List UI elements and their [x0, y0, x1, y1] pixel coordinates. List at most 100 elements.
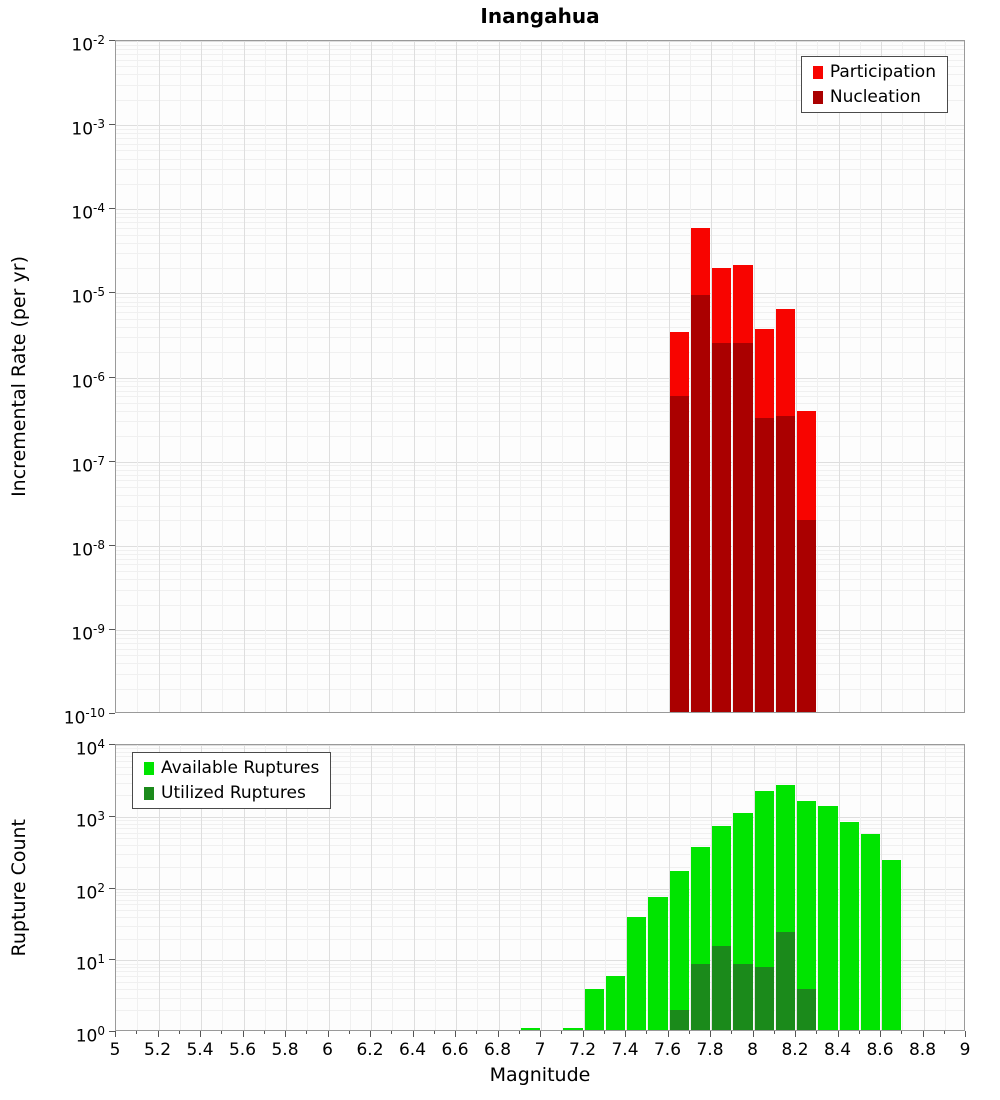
x-tick-label: 8.2 — [781, 1040, 809, 1060]
gridline — [689, 41, 691, 712]
x-tick-label: 6.6 — [441, 1040, 469, 1060]
x-tick-mark — [306, 1031, 308, 1034]
gridline — [116, 816, 964, 818]
y-tick-mark — [109, 887, 115, 889]
x-tick-mark — [476, 1031, 478, 1034]
x-tick-mark — [518, 1031, 520, 1034]
gridline — [477, 41, 479, 712]
rate-y-axis-label-text: Incremental Rate (per yr) — [8, 256, 30, 497]
x-tick-mark — [540, 1031, 541, 1037]
gridline — [116, 505, 964, 507]
incremental-rate-plot-area — [115, 40, 965, 713]
gridline — [286, 745, 287, 1030]
x-tick-mark — [582, 1031, 584, 1037]
gridline — [116, 866, 964, 868]
y-tick-mark — [109, 292, 115, 294]
gridline — [222, 745, 224, 1030]
gridline — [116, 385, 964, 387]
x-tick-mark — [710, 1031, 711, 1037]
gridline — [116, 988, 964, 990]
gridline — [328, 41, 330, 712]
gridline — [774, 41, 776, 712]
gridline — [243, 41, 245, 712]
gridline — [116, 337, 964, 339]
gridline — [116, 390, 964, 392]
gridline — [349, 41, 351, 712]
x-tick-mark — [200, 1031, 201, 1037]
gridline — [116, 465, 964, 467]
gridline — [626, 41, 627, 712]
gridline — [116, 926, 964, 928]
nucleation-bar — [797, 520, 817, 712]
gridline — [371, 745, 372, 1030]
x-tick-mark — [943, 1031, 945, 1034]
gridline — [944, 41, 946, 712]
gridline — [116, 579, 964, 581]
x-tick-label: 5 — [109, 1040, 121, 1060]
gridline — [116, 904, 964, 906]
gridline — [116, 976, 964, 978]
gridline — [116, 396, 964, 398]
gridline — [116, 326, 964, 328]
x-tick-mark — [752, 1031, 754, 1037]
x-tick-mark — [178, 1031, 180, 1034]
x-tick-label: 9 — [959, 1040, 971, 1060]
gridline — [668, 41, 670, 712]
x-tick-mark — [391, 1031, 393, 1034]
gridline — [116, 549, 964, 551]
x-tick-mark — [221, 1031, 223, 1034]
x-tick-mark — [688, 1031, 690, 1034]
y-tick-mark — [109, 1031, 115, 1032]
x-tick-label: 6 — [322, 1040, 333, 1060]
gridline — [116, 553, 964, 555]
gridline — [116, 421, 964, 423]
gridline — [116, 474, 964, 476]
gridline — [116, 832, 964, 834]
x-tick-mark — [412, 1031, 414, 1037]
gridline — [116, 143, 964, 145]
y-tick-label: 10-6 — [71, 369, 105, 393]
x-tick-mark — [561, 1031, 563, 1034]
x-tick-mark — [901, 1031, 903, 1034]
x-tick-mark — [795, 1031, 796, 1037]
x-tick-mark — [327, 1031, 329, 1037]
gridline — [116, 756, 964, 758]
x-tick-mark — [115, 1031, 116, 1037]
gridline — [116, 558, 964, 560]
gridline — [137, 41, 139, 712]
chart-title: Inangahua — [480, 4, 600, 28]
gridline — [838, 41, 840, 712]
gridline — [116, 981, 964, 983]
gridline — [116, 49, 964, 51]
y-tick-label: 102 — [75, 880, 105, 904]
gridline — [116, 268, 964, 270]
x-tick-mark — [497, 1031, 499, 1037]
gridline — [116, 377, 964, 379]
gridline — [477, 745, 479, 1030]
x-tick-mark — [773, 1031, 775, 1034]
x-tick-label: 7.8 — [696, 1040, 724, 1060]
y-tick-label: 10-2 — [71, 33, 105, 56]
x-tick-mark — [433, 1031, 435, 1034]
gridline — [116, 967, 964, 969]
gridline — [307, 745, 309, 1030]
utilized-ruptures-bar — [733, 963, 753, 1030]
gridline — [243, 745, 245, 1030]
available-ruptures-bar — [818, 806, 838, 1030]
gridline — [116, 820, 964, 822]
gridline — [116, 222, 964, 224]
gridline — [456, 41, 457, 712]
utilized-ruptures-bar — [797, 988, 817, 1030]
gridline — [859, 41, 861, 712]
gridline — [179, 41, 181, 712]
x-tick-mark — [858, 1031, 860, 1034]
count-legend: Available Ruptures Utilized Ruptures — [132, 752, 332, 809]
x-tick-label: 6.4 — [398, 1040, 427, 1060]
y-tick-mark — [109, 713, 115, 714]
x-tick-mark — [816, 1031, 818, 1034]
y-tick-label: 103 — [75, 808, 105, 832]
gridline — [116, 125, 964, 127]
legend-item-utilized-ruptures: Utilized Ruptures — [144, 783, 319, 803]
x-tick-label: 6.2 — [356, 1040, 384, 1060]
